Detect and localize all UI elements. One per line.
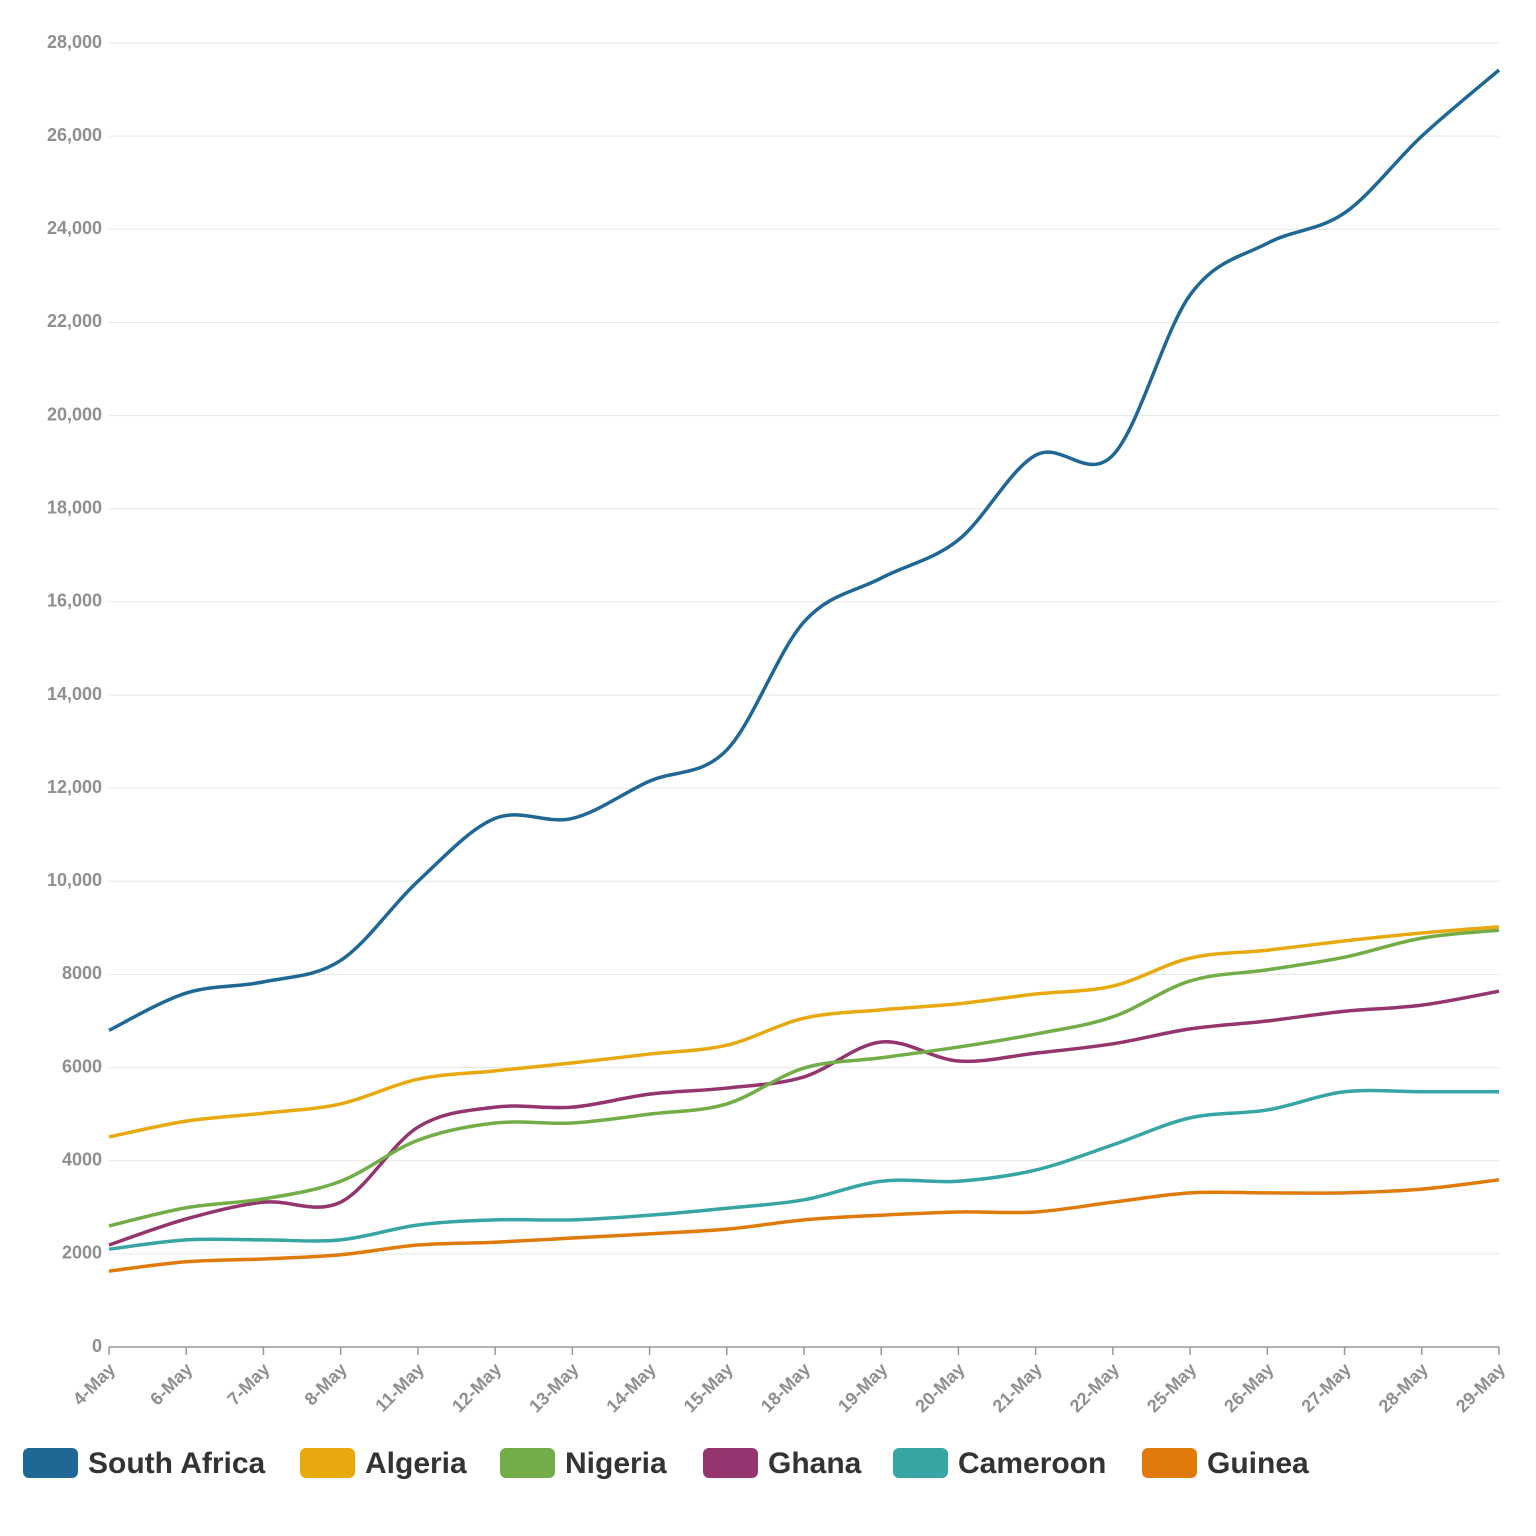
x-tick-label: 13-May: [525, 1359, 582, 1416]
legend-label: Cameroon: [958, 1447, 1106, 1480]
legend-label: Nigeria: [565, 1447, 667, 1480]
x-tick-label: 21-May: [989, 1359, 1046, 1416]
y-tick-label: 4000: [62, 1149, 102, 1169]
legend-label: Algeria: [365, 1447, 467, 1480]
series-line: [108, 925, 1500, 1139]
y-tick-label: 10,000: [47, 870, 102, 890]
y-tick-label: 12,000: [47, 777, 102, 797]
y-tick-label: 2000: [62, 1243, 102, 1263]
series-line: [108, 928, 1500, 1228]
x-tick-label: 11-May: [371, 1359, 428, 1416]
y-tick-label: 26,000: [47, 125, 102, 145]
x-tick-label: 14-May: [602, 1359, 659, 1416]
legend-label: Guinea: [1207, 1447, 1309, 1480]
legend-swatch: [1142, 1448, 1197, 1478]
series-line: [108, 989, 1500, 1247]
legend-swatch: [23, 1448, 78, 1478]
y-tick-label: 20,000: [47, 404, 102, 424]
y-tick-label: 28,000: [47, 32, 102, 52]
x-tick-label: 12-May: [448, 1359, 505, 1416]
x-tick-label: 4-May: [69, 1359, 119, 1409]
series-line: [108, 1178, 1500, 1273]
x-tick-label: 7-May: [223, 1359, 273, 1409]
legend-swatch: [703, 1448, 758, 1478]
y-tick-label: 6000: [62, 1056, 102, 1076]
y-tick-label: 22,000: [47, 311, 102, 331]
x-tick-label: 28-May: [1375, 1359, 1432, 1416]
x-tick-label: 20-May: [911, 1359, 968, 1416]
legend-swatch: [500, 1448, 555, 1478]
legend-label: South Africa: [88, 1447, 266, 1480]
x-tick-label: 8-May: [301, 1359, 351, 1409]
x-tick-label: 22-May: [1066, 1359, 1123, 1416]
x-tick-label: 27-May: [1297, 1359, 1354, 1416]
y-tick-label: 16,000: [47, 591, 102, 611]
legend-label: Ghana: [768, 1447, 862, 1480]
y-tick-label: 0: [92, 1336, 102, 1356]
series-line: [108, 1088, 1499, 1251]
x-tick-label: 19-May: [834, 1359, 891, 1416]
y-tick-label: 8000: [62, 963, 102, 983]
series-line: [108, 68, 1501, 1032]
x-tick-label: 25-May: [1143, 1359, 1200, 1416]
legend-swatch: [893, 1448, 948, 1478]
x-tick-label: 18-May: [757, 1359, 814, 1416]
x-tick-label: 26-May: [1220, 1359, 1277, 1416]
legend-swatch: [300, 1448, 355, 1478]
y-tick-label: 14,000: [47, 684, 102, 704]
y-tick-label: 24,000: [47, 218, 102, 238]
x-tick-label: 29-May: [1452, 1359, 1509, 1416]
y-tick-label: 18,000: [47, 497, 102, 517]
x-tick-label: 6-May: [146, 1359, 196, 1409]
x-tick-label: 15-May: [680, 1359, 737, 1416]
